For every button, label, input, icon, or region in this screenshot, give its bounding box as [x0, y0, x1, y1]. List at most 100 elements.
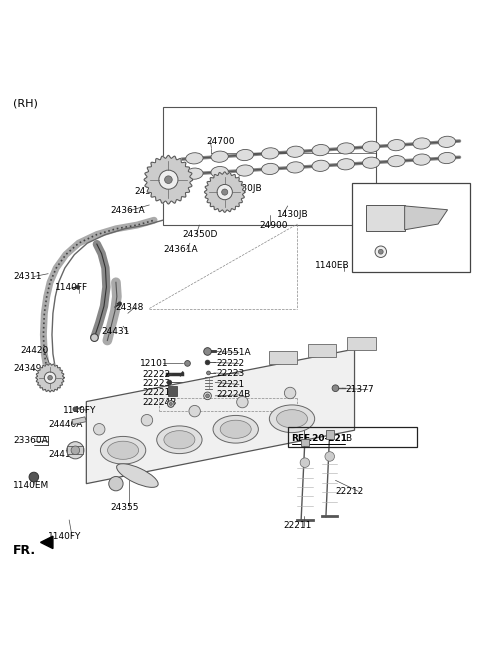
Ellipse shape [337, 143, 355, 154]
Text: 22222: 22222 [142, 370, 170, 380]
Polygon shape [72, 417, 86, 424]
Text: 24355: 24355 [110, 503, 139, 512]
Circle shape [141, 414, 153, 426]
Text: 24349: 24349 [13, 364, 42, 373]
Ellipse shape [337, 158, 355, 170]
Circle shape [189, 405, 200, 417]
Text: 24440A: 24440A [48, 420, 83, 428]
Ellipse shape [262, 148, 279, 159]
Text: 24370B: 24370B [134, 187, 168, 196]
Ellipse shape [164, 431, 195, 449]
Bar [163, 107, 376, 225]
Polygon shape [405, 206, 447, 230]
Text: 24412F: 24412F [48, 449, 82, 459]
Ellipse shape [262, 164, 279, 174]
Text: 21126C: 21126C [393, 256, 428, 265]
Polygon shape [86, 349, 355, 484]
Text: 24551A: 24551A [216, 348, 251, 357]
Bar [352, 183, 470, 272]
Text: FR.: FR. [13, 544, 36, 557]
Ellipse shape [117, 464, 158, 487]
Text: 1140FY: 1140FY [48, 532, 82, 541]
Ellipse shape [269, 405, 315, 432]
Circle shape [284, 387, 296, 399]
Circle shape [375, 246, 386, 257]
Text: 1140EM: 1140EM [13, 480, 49, 490]
Text: 22222: 22222 [216, 359, 244, 368]
Circle shape [76, 285, 80, 289]
Bar [308, 344, 336, 357]
Ellipse shape [413, 154, 431, 165]
Polygon shape [144, 155, 192, 204]
Circle shape [237, 397, 248, 408]
Ellipse shape [108, 441, 139, 459]
Ellipse shape [312, 160, 329, 172]
Ellipse shape [362, 141, 380, 152]
Text: 1140FF: 1140FF [55, 282, 88, 292]
Ellipse shape [438, 152, 456, 164]
Bar [288, 428, 417, 447]
Text: 24361A: 24361A [164, 246, 198, 254]
Circle shape [169, 403, 172, 405]
Text: 22224B: 22224B [142, 398, 177, 407]
Text: 22221: 22221 [216, 380, 244, 389]
Circle shape [73, 407, 78, 412]
Circle shape [185, 360, 191, 366]
Text: 24010A: 24010A [373, 201, 408, 209]
Circle shape [222, 189, 228, 195]
Circle shape [159, 170, 178, 189]
Text: 1140FY: 1140FY [62, 406, 96, 414]
Text: 1430JB: 1430JB [230, 184, 262, 193]
Circle shape [71, 446, 80, 455]
Ellipse shape [287, 162, 304, 173]
Text: 24348: 24348 [115, 302, 144, 312]
Text: 24900: 24900 [259, 220, 288, 230]
Ellipse shape [276, 410, 308, 428]
Polygon shape [36, 364, 64, 392]
Circle shape [165, 176, 172, 183]
Circle shape [67, 442, 84, 459]
Ellipse shape [211, 151, 228, 162]
Circle shape [205, 360, 210, 365]
Circle shape [325, 451, 335, 461]
Ellipse shape [413, 138, 431, 149]
Circle shape [205, 394, 209, 398]
Text: 1140EB: 1140EB [315, 261, 350, 269]
Text: 22223: 22223 [216, 370, 244, 378]
Bar [301, 439, 309, 446]
Text: 21377: 21377 [345, 385, 373, 394]
Ellipse shape [211, 166, 228, 178]
Circle shape [206, 371, 210, 375]
Polygon shape [366, 205, 405, 231]
Text: 12101: 12101 [140, 359, 168, 368]
Circle shape [118, 302, 121, 306]
Ellipse shape [186, 168, 203, 180]
Ellipse shape [287, 146, 304, 157]
Text: 24420: 24420 [21, 346, 49, 356]
Text: 24361A: 24361A [110, 206, 145, 215]
Text: 1601DE: 1601DE [374, 225, 410, 234]
Text: REF.20-221: REF.20-221 [291, 434, 348, 444]
Circle shape [94, 424, 105, 435]
Bar [269, 351, 297, 364]
Circle shape [29, 472, 38, 482]
Ellipse shape [157, 426, 202, 453]
Text: 24350D: 24350D [183, 230, 218, 239]
Circle shape [109, 477, 123, 491]
Ellipse shape [236, 165, 253, 176]
Ellipse shape [438, 136, 456, 147]
Text: 22211: 22211 [283, 521, 312, 530]
Polygon shape [204, 172, 245, 213]
Circle shape [300, 458, 310, 467]
Ellipse shape [220, 420, 251, 438]
Text: 23360A: 23360A [13, 436, 48, 446]
Ellipse shape [362, 157, 380, 168]
Text: 22224B: 22224B [216, 391, 251, 399]
Text: B: B [346, 434, 351, 444]
Ellipse shape [388, 139, 405, 150]
Bar [347, 337, 375, 350]
Text: 24311: 24311 [13, 272, 42, 281]
Text: 22212: 22212 [336, 487, 364, 496]
Circle shape [204, 348, 211, 355]
Ellipse shape [312, 145, 329, 156]
